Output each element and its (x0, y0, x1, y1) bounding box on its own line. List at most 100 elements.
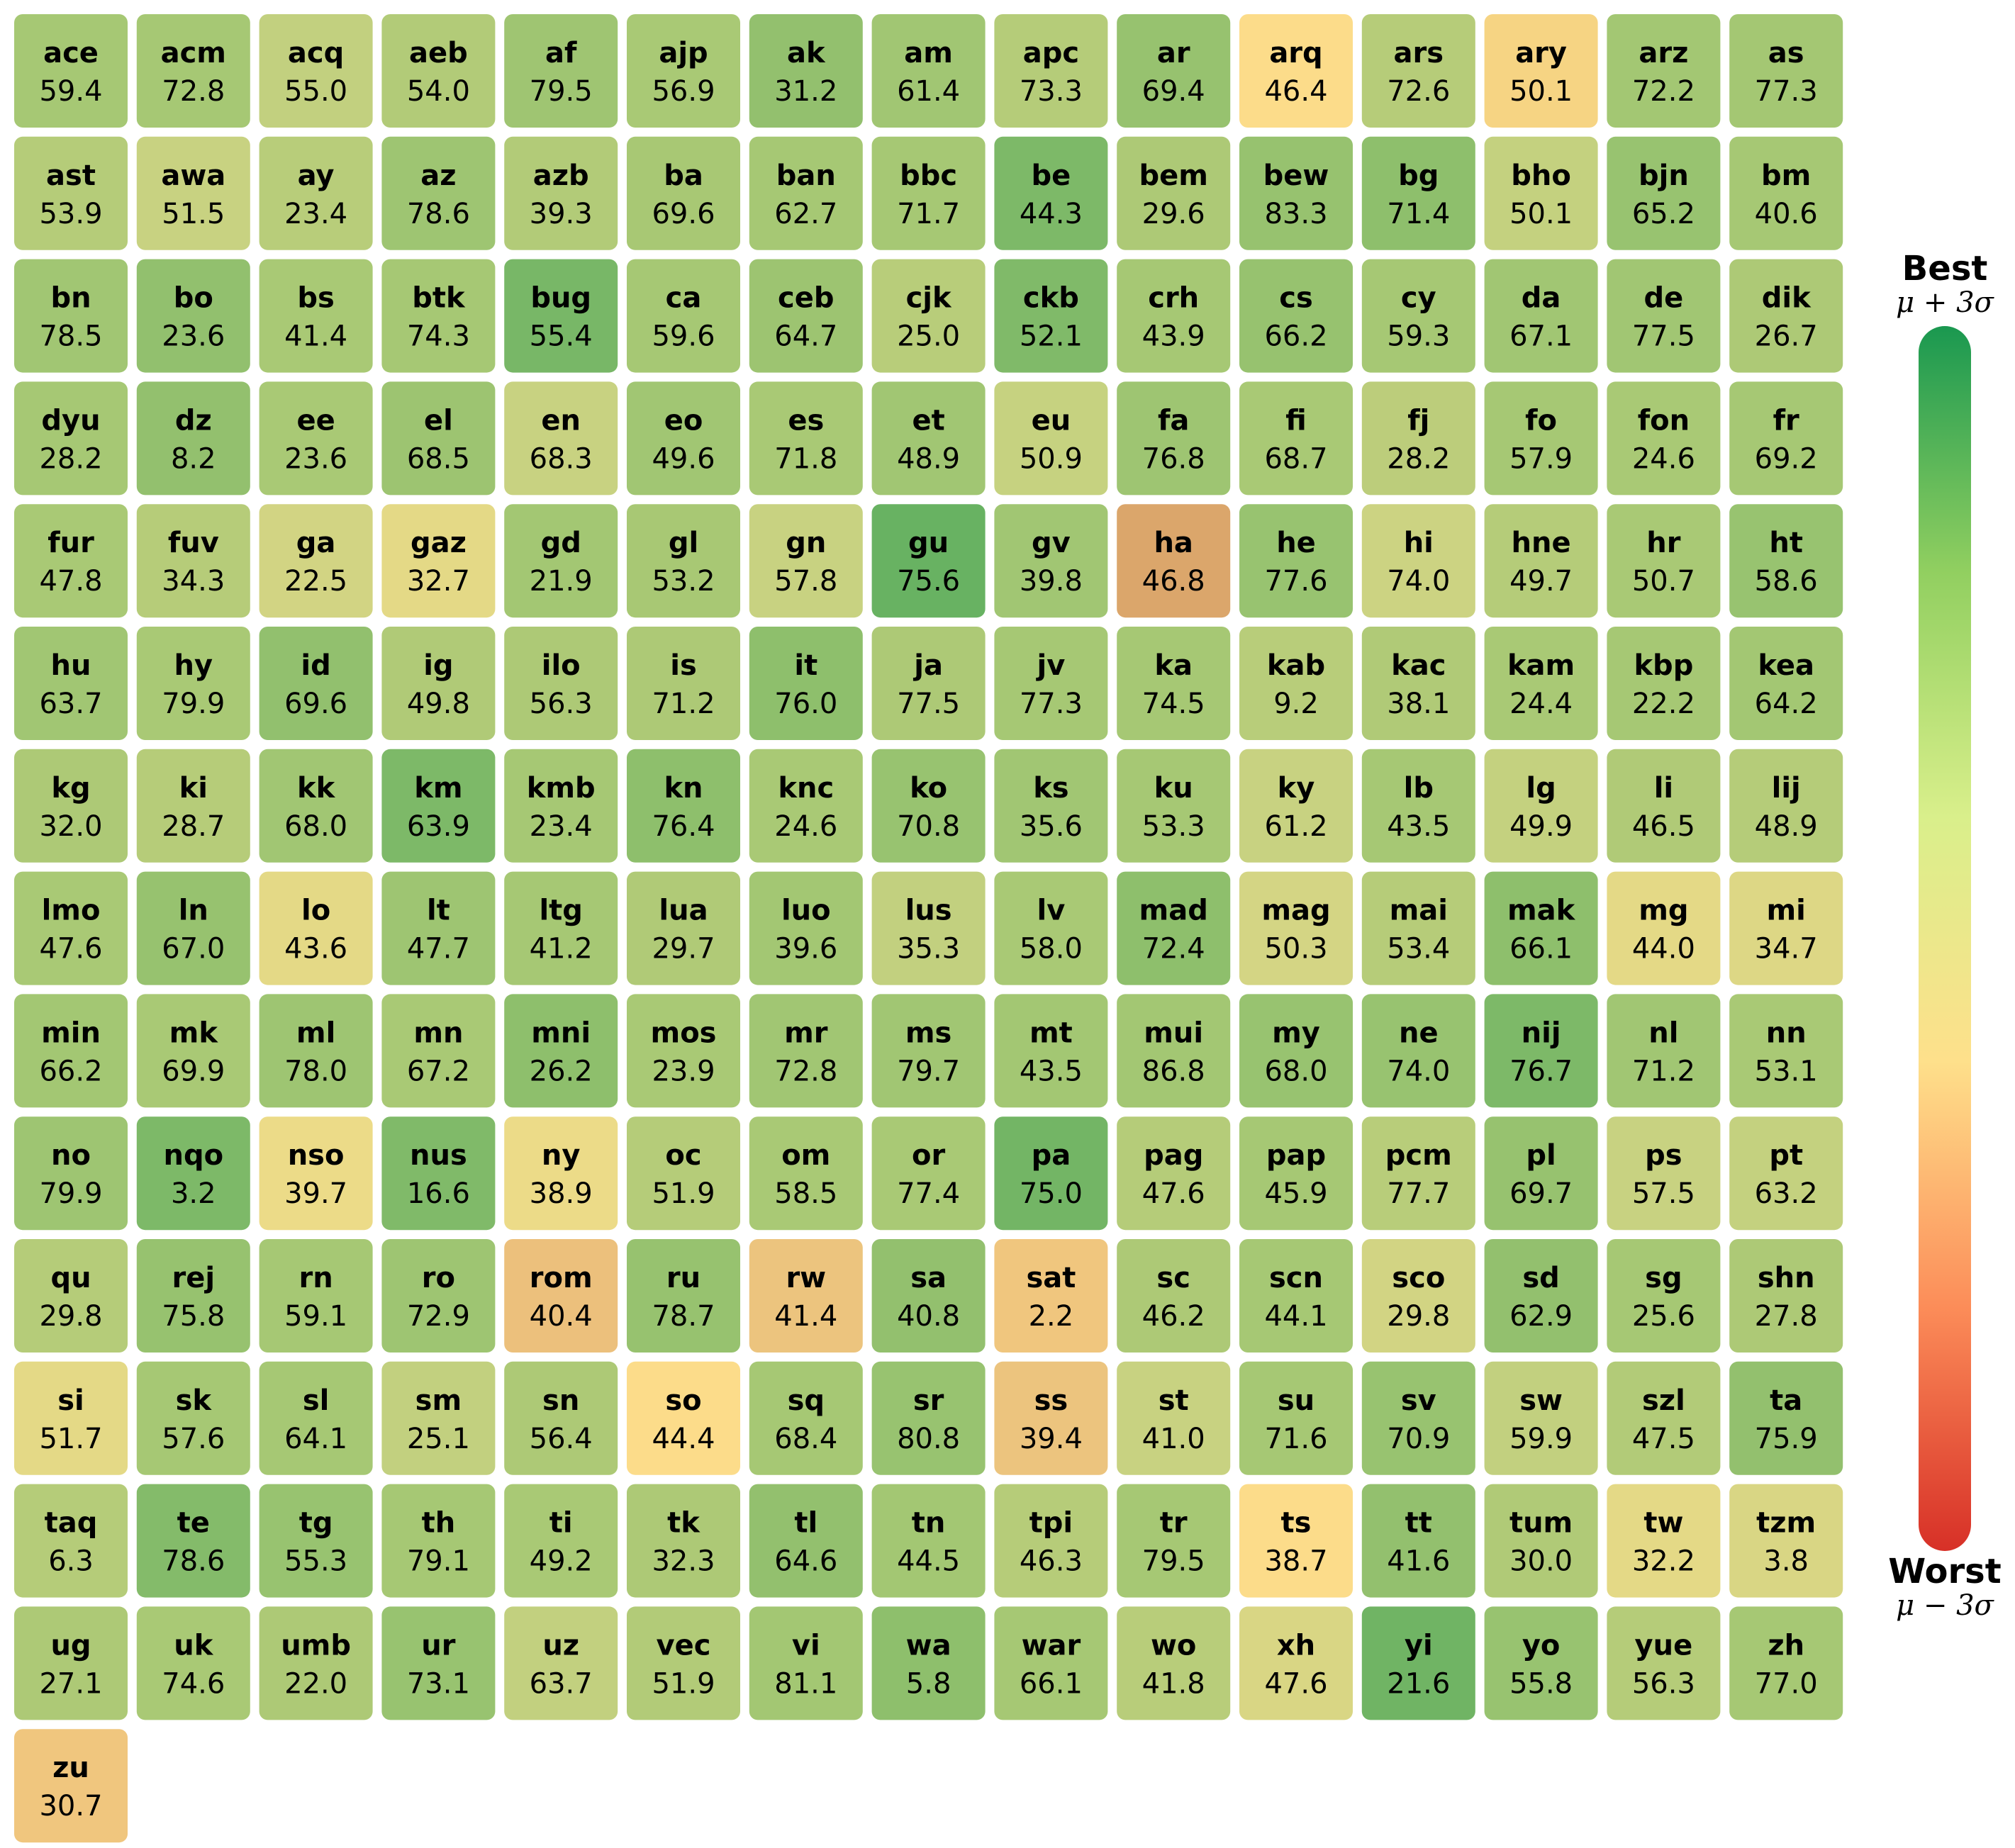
tile-value-label: 51.9 (652, 1667, 715, 1700)
tile-value-label: 71.7 (897, 198, 960, 230)
tile-code-label: ts (1281, 1507, 1312, 1540)
tile-bg (1484, 994, 1598, 1108)
tile-yo: yo 55.8 (1484, 1606, 1598, 1720)
tile-bg (136, 504, 250, 618)
tile-code-label: sd (1522, 1262, 1559, 1294)
tile-bg (136, 871, 250, 985)
tile-code-label: ace (43, 37, 99, 69)
tile-bg (994, 14, 1108, 128)
tile-value-label: 74.0 (1387, 1055, 1450, 1087)
tile-bg (14, 1484, 128, 1598)
tile-bg (1117, 871, 1231, 985)
tile-code-label: ars (1394, 37, 1444, 69)
tile-code-label: tw (1643, 1507, 1683, 1540)
tile-value-label: 72.2 (1632, 75, 1695, 108)
tile-arq: arq 46.4 (1239, 14, 1353, 128)
tile-code-label: mn (413, 1017, 463, 1049)
tile-bg (381, 504, 496, 618)
tile-hne: hne 49.7 (1484, 504, 1598, 618)
tile-bg (871, 14, 986, 128)
tile-ka: ka 74.5 (1117, 627, 1231, 740)
tile-lo: lo 43.6 (259, 871, 373, 985)
tile-code-label: cs (1279, 282, 1313, 315)
tile-value-label: 76.0 (774, 688, 837, 720)
tile-code-label: uz (542, 1629, 579, 1662)
tile-oc: oc 51.9 (627, 1116, 740, 1231)
tile-id: id 69.6 (259, 627, 373, 740)
tile-bg (1117, 14, 1231, 128)
tile-tum: tum 30.0 (1484, 1484, 1598, 1598)
tile-bg (1239, 381, 1353, 495)
tile-code-label: hy (174, 649, 213, 682)
tile-bg (1607, 381, 1721, 495)
tile-code-label: nqo (164, 1139, 224, 1172)
tile-code-label: tg (299, 1507, 333, 1540)
tile-bg (1729, 1116, 1843, 1231)
tile-code-label: ceb (778, 282, 834, 315)
tile-value-label: 53.3 (1142, 810, 1205, 843)
tile-bg (381, 259, 496, 373)
tile-kac: kac 38.1 (1361, 627, 1475, 740)
tile-bg (259, 259, 373, 373)
tile-code-label: lt (427, 895, 450, 927)
tile-value-label: 27.8 (1755, 1300, 1818, 1333)
tile-code-label: lb (1404, 772, 1434, 805)
tile-wo: wo 41.8 (1117, 1606, 1231, 1720)
tile-value-label: 68.0 (1264, 1055, 1327, 1087)
tile-code-label: or (912, 1139, 945, 1172)
tile-code-label: hr (1646, 527, 1680, 559)
tile-bg (259, 1116, 373, 1231)
tile-mi: mi 34.7 (1729, 871, 1843, 985)
tile-code-label: sc (1156, 1262, 1190, 1294)
tile-code-label: bew (1263, 159, 1329, 192)
tile-bg (1361, 136, 1475, 250)
tile-ru: ru 78.7 (627, 1239, 740, 1353)
tile-bg (14, 1239, 128, 1353)
tile-bg (1484, 136, 1598, 250)
tile-code-label: umb (281, 1629, 351, 1662)
tile-value-label: 63.7 (530, 1667, 593, 1700)
tile-arz: arz 72.2 (1607, 14, 1721, 128)
tile-yue: yue 56.3 (1607, 1606, 1721, 1720)
tile-value-label: 59.3 (1387, 320, 1450, 353)
tile-value-label: 72.8 (162, 75, 225, 108)
tile-bg (749, 136, 863, 250)
tile-value-label: 77.6 (1264, 565, 1327, 598)
tile-value-label: 24.6 (774, 810, 837, 843)
tile-value-label: 59.1 (284, 1300, 347, 1333)
tile-bg (1239, 1484, 1353, 1598)
tile-bg (1729, 1361, 1843, 1475)
tile-value-label: 69.9 (162, 1055, 225, 1087)
tile-code-label: bn (50, 282, 91, 315)
tile-code-label: ba (664, 159, 703, 192)
tile-code-label: ka (1154, 649, 1193, 682)
tile-code-label: ja (912, 649, 943, 682)
tile-value-label: 53.1 (1755, 1055, 1818, 1087)
tile-bg (381, 1484, 496, 1598)
tile-pa: pa 75.0 (994, 1116, 1108, 1231)
tile-bg (1729, 871, 1843, 985)
tile-bg (1361, 749, 1475, 863)
tile-kam: kam 24.4 (1484, 627, 1598, 740)
tile-is: is 71.2 (627, 627, 740, 740)
tile-value-label: 75.6 (897, 565, 960, 598)
tile-code-label: zh (1768, 1629, 1804, 1662)
tile-value-label: 46.3 (1020, 1545, 1083, 1578)
tile-bg (259, 1606, 373, 1720)
tile-pl: pl 69.7 (1484, 1116, 1598, 1231)
tile-bg (14, 14, 128, 128)
tile-code-label: hi (1404, 527, 1434, 559)
tile-bg (14, 749, 128, 863)
tile-value-label: 22.0 (284, 1667, 347, 1700)
tile-code-label: ro (422, 1262, 455, 1294)
tile-lt: lt 47.7 (381, 871, 496, 985)
tile-code-label: te (177, 1507, 210, 1540)
tile-bg (871, 994, 986, 1108)
tile-bg (504, 1361, 618, 1475)
tile-nn: nn 53.1 (1729, 994, 1843, 1108)
tile-code-label: be (1032, 159, 1071, 192)
tile-fa: fa 76.8 (1117, 381, 1231, 495)
tile-bg (749, 14, 863, 128)
tile-value-label: 72.8 (774, 1055, 837, 1087)
tile-fo: fo 57.9 (1484, 381, 1598, 495)
